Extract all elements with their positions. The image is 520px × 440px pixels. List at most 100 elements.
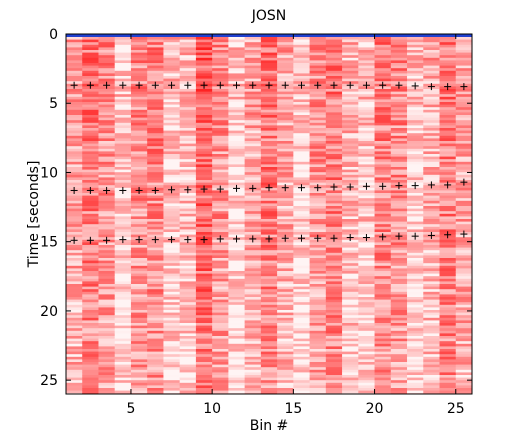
heatmap-cell <box>374 156 392 160</box>
plus-marker <box>297 184 305 192</box>
heatmap-cell <box>293 252 310 256</box>
heatmap-cell <box>407 99 424 103</box>
heatmap-cell <box>66 42 83 46</box>
heatmap-cell <box>244 242 262 246</box>
heatmap-cell <box>114 271 132 274</box>
heatmap-cell <box>195 120 213 124</box>
heatmap-cell <box>390 112 408 116</box>
heatmap-cell <box>228 39 246 43</box>
heatmap-cell <box>390 109 408 113</box>
heatmap-cell <box>147 377 164 381</box>
heatmap-cell <box>309 297 327 300</box>
heatmap-cell <box>179 367 197 371</box>
heatmap-cell <box>293 268 310 272</box>
heatmap-cell <box>114 96 132 100</box>
heatmap-cell <box>114 169 132 173</box>
heatmap-cell <box>114 299 132 303</box>
heatmap-cell <box>82 310 99 313</box>
heatmap-cell <box>244 169 262 173</box>
heatmap-cell <box>195 317 213 321</box>
heatmap-cell <box>147 224 164 228</box>
heatmap-cell <box>358 354 375 358</box>
heatmap-cell <box>163 377 181 381</box>
heatmap-cell <box>212 52 229 56</box>
heatmap-cell <box>66 258 83 261</box>
heatmap-cell <box>293 263 310 267</box>
heatmap-cell <box>260 193 278 196</box>
heatmap-cell <box>309 109 327 113</box>
heatmap-cell <box>147 211 164 215</box>
heatmap-cell <box>358 245 375 248</box>
heatmap-cell <box>66 250 83 254</box>
heatmap-cell <box>309 221 327 225</box>
heatmap-cell <box>277 174 294 178</box>
heatmap-cell <box>358 273 375 277</box>
heatmap-cell <box>179 372 197 376</box>
heatmap-cell <box>342 195 359 199</box>
heatmap-cell <box>309 276 327 280</box>
heatmap-cell <box>212 271 229 274</box>
heatmap-cell <box>439 213 457 217</box>
heatmap-cell <box>277 356 294 360</box>
heatmap-cell <box>309 63 327 66</box>
heatmap-cell <box>390 260 408 264</box>
heatmap-cell <box>390 286 408 290</box>
plus-marker <box>184 186 192 194</box>
heatmap-cell <box>66 159 83 163</box>
heatmap-cell <box>66 385 83 389</box>
heatmap-cell <box>66 336 83 339</box>
heatmap-cell <box>228 211 246 215</box>
heatmap-cell <box>455 117 472 121</box>
heatmap-cell <box>390 146 408 150</box>
heatmap-cell <box>82 122 99 126</box>
heatmap-cell <box>82 68 99 72</box>
heatmap-cell <box>98 130 116 134</box>
heatmap-cell <box>244 250 262 254</box>
heatmap-cell <box>147 42 164 46</box>
heatmap-cell <box>423 128 440 131</box>
heatmap-cell <box>212 211 229 215</box>
heatmap-cell <box>228 63 246 66</box>
heatmap-cell <box>98 297 116 300</box>
heatmap-cell <box>455 336 472 339</box>
heatmap-cell <box>342 375 359 378</box>
heatmap-cell <box>82 109 99 113</box>
heatmap-cell <box>439 268 457 272</box>
heatmap-cell <box>66 96 83 100</box>
heatmap-cell <box>147 174 164 178</box>
heatmap-cell <box>293 247 310 251</box>
heatmap-cell <box>98 315 116 319</box>
heatmap-cell <box>98 219 116 222</box>
heatmap-cell <box>423 60 440 64</box>
heatmap-cell <box>407 44 424 48</box>
heatmap-cell <box>66 148 83 152</box>
heatmap-cell <box>309 133 327 137</box>
heatmap-cell <box>423 151 440 155</box>
heatmap-cell <box>179 151 197 155</box>
heatmap-cell <box>244 271 262 274</box>
heatmap-cell <box>407 377 424 381</box>
heatmap-cell <box>374 341 392 345</box>
heatmap-cell <box>130 146 148 150</box>
heatmap-cell <box>358 151 375 155</box>
heatmap-cell <box>244 68 262 72</box>
heatmap-cell <box>439 81 457 85</box>
heatmap-cell <box>455 333 472 337</box>
heatmap-cell <box>277 247 294 251</box>
heatmap-cell <box>423 216 440 220</box>
heatmap-cell <box>260 232 278 235</box>
heatmap-cell <box>212 226 229 230</box>
heatmap-cell <box>114 73 132 77</box>
heatmap-cell <box>260 367 278 371</box>
heatmap-cell <box>309 284 327 287</box>
heatmap-cell <box>325 50 343 53</box>
heatmap-cell <box>260 216 278 220</box>
heatmap-cell <box>309 120 327 124</box>
heatmap-cell <box>228 128 246 131</box>
heatmap-cell <box>98 289 116 293</box>
heatmap-cell <box>407 200 424 204</box>
heatmap-cell <box>374 73 392 77</box>
heatmap-cell <box>423 135 440 139</box>
heatmap-cell <box>228 330 246 334</box>
heatmap-cell <box>228 190 246 194</box>
